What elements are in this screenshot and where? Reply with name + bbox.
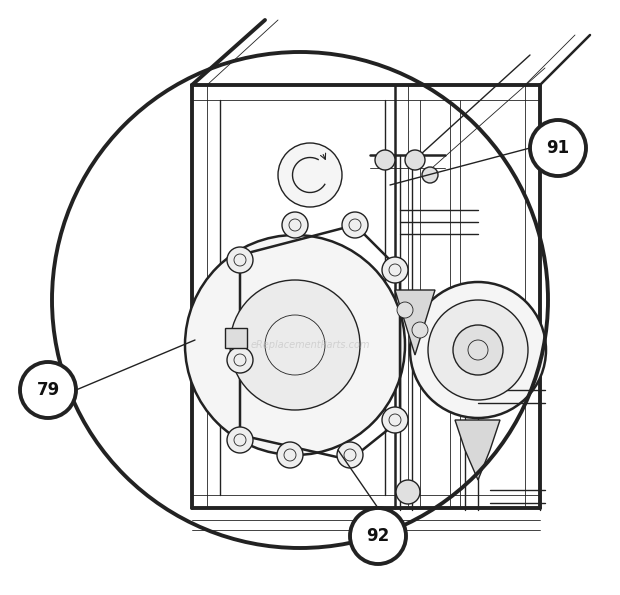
Circle shape	[230, 280, 360, 410]
Circle shape	[350, 508, 406, 564]
Circle shape	[397, 302, 413, 318]
Bar	[225, 328, 247, 348]
Text: 92: 92	[366, 527, 389, 545]
Text: 79: 79	[37, 381, 60, 399]
Circle shape	[422, 167, 438, 183]
Text: 91: 91	[546, 139, 570, 157]
Polygon shape	[395, 290, 435, 355]
Circle shape	[453, 325, 503, 375]
Circle shape	[227, 247, 253, 273]
Circle shape	[375, 150, 395, 170]
Circle shape	[428, 300, 528, 400]
Circle shape	[227, 427, 253, 453]
Circle shape	[405, 150, 425, 170]
Circle shape	[282, 212, 308, 238]
Circle shape	[185, 235, 405, 455]
Polygon shape	[455, 420, 500, 480]
Circle shape	[337, 442, 363, 468]
Circle shape	[382, 407, 408, 433]
Circle shape	[342, 212, 368, 238]
Circle shape	[227, 347, 253, 373]
Circle shape	[20, 362, 76, 418]
Circle shape	[530, 120, 586, 176]
Circle shape	[410, 282, 546, 418]
Circle shape	[382, 257, 408, 283]
Circle shape	[278, 143, 342, 207]
Text: eReplacementParts.com: eReplacementParts.com	[250, 340, 370, 350]
Circle shape	[412, 322, 428, 338]
Circle shape	[277, 442, 303, 468]
Circle shape	[396, 480, 420, 504]
